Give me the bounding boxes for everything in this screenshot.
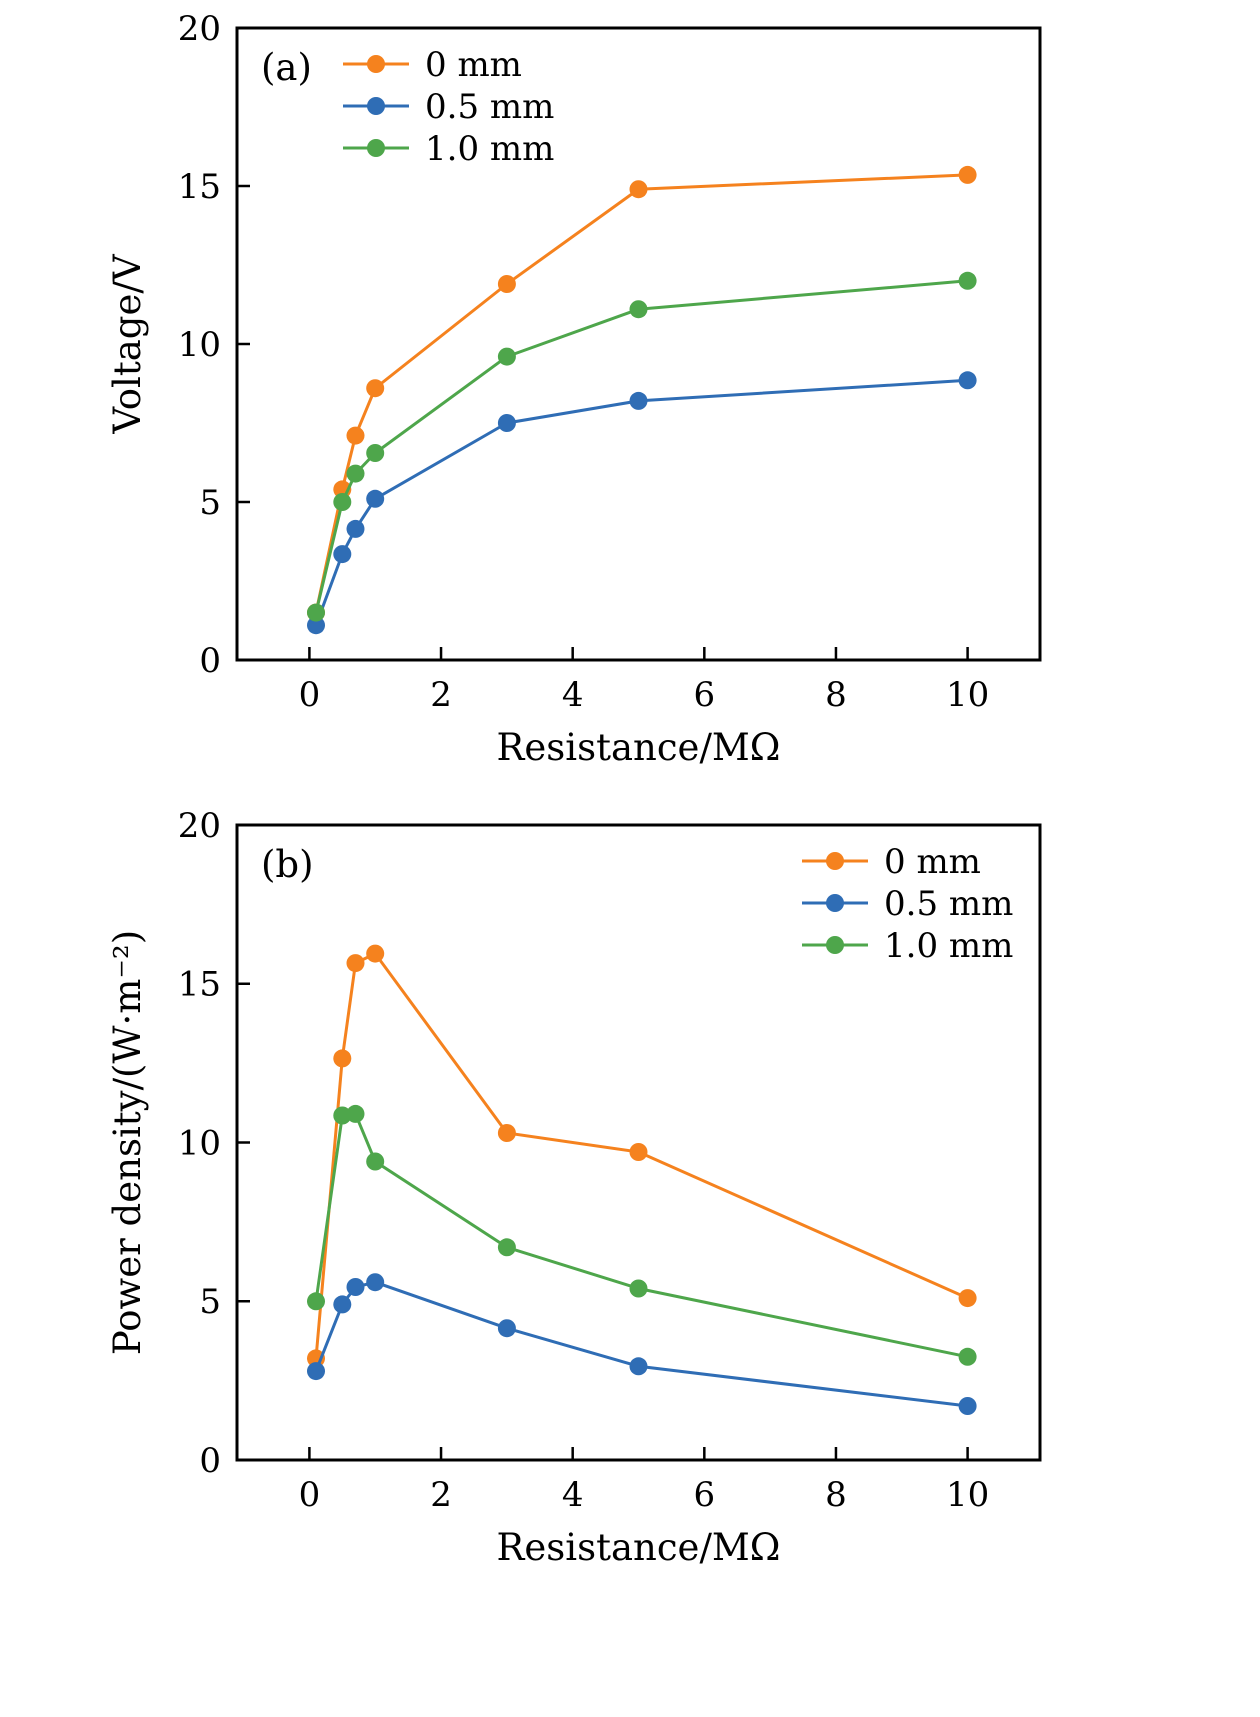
y-tick-label: 5: [199, 483, 221, 523]
x-tick-label: 4: [562, 675, 584, 715]
data-point-0-mm: [497, 1124, 516, 1142]
data-point-1-0-mm: [307, 1292, 325, 1311]
data-point-0-mm: [958, 165, 977, 184]
chart-panel-a: 0 2 4 6 8 10 0 5 10 15 20 Resistance/MΩ Voltage/V (a)…: [0, 0, 1260, 800]
data-point-1-0-mm: [333, 1106, 352, 1125]
data-point-0-mm: [366, 379, 385, 398]
data-point-0-mm: [346, 954, 365, 973]
legend-marker-1-0-mm: [826, 936, 844, 954]
y-tick-label: 0: [199, 1441, 221, 1481]
x-tick-label: 6: [693, 675, 715, 715]
legend-label-1-0-mm: 1.0 mm: [884, 926, 1013, 966]
data-point-0-5-mm: [629, 391, 648, 410]
x-tick-label: 2: [430, 1475, 452, 1515]
x-tick-label: 2: [430, 675, 452, 715]
y-axis-label: Voltage/V: [106, 253, 149, 434]
panel-label: (b): [261, 843, 314, 886]
legend-label-0-mm: 0 mm: [884, 842, 981, 882]
data-point-1-0-mm: [346, 1104, 365, 1123]
legend-marker-0-5-mm: [826, 894, 844, 912]
data-point-1-0-mm: [629, 1279, 648, 1298]
y-tick-label: 15: [178, 167, 221, 207]
data-point-1-0-mm: [346, 464, 365, 483]
data-point-0-5-mm: [958, 1397, 977, 1415]
x-tick-label: 4: [562, 1475, 584, 1515]
data-point-0-5-mm: [307, 616, 325, 635]
data-point-0-5-mm: [346, 519, 365, 538]
legend-marker-1-0-mm: [367, 139, 385, 157]
data-point-0-mm: [333, 1049, 352, 1068]
data-point-1-0-mm: [307, 603, 325, 622]
data-point-1-0-mm: [366, 444, 385, 462]
data-point-0-5-mm: [497, 1319, 516, 1338]
data-point-0-5-mm: [307, 1362, 325, 1381]
x-tick-label: 0: [299, 1475, 321, 1515]
y-axis-label: Power density/(W·m⁻²): [106, 930, 149, 1355]
y-tick-label: 10: [178, 1123, 221, 1163]
x-tick-label: 6: [693, 1475, 715, 1515]
y-tick-label: 15: [178, 965, 221, 1005]
data-point-0-5-mm: [333, 545, 352, 564]
y-tick-label: 0: [199, 641, 221, 681]
x-tick-label: 0: [299, 675, 321, 715]
data-point-0-mm: [366, 944, 385, 963]
data-point-1-0-mm: [958, 1347, 977, 1366]
legend-marker-0-mm: [367, 55, 385, 73]
data-point-0-mm: [629, 180, 648, 199]
series-line-0-5-mm: [314, 1280, 970, 1408]
legend-label-0-5-mm: 0.5 mm: [425, 87, 554, 127]
x-tick-label: 10: [946, 1475, 989, 1515]
data-point-1-0-mm: [497, 347, 516, 366]
x-axis-label: Resistance/MΩ: [497, 1526, 781, 1569]
series-line-1-0-mm: [314, 279, 970, 615]
y-tick-label: 10: [178, 325, 221, 365]
x-tick-label: 8: [825, 1475, 847, 1515]
data-point-0-5-mm: [333, 1295, 352, 1314]
x-axis-label: Resistance/MΩ: [497, 726, 781, 769]
data-point-1-0-mm: [629, 300, 648, 319]
panel-label: (a): [261, 46, 312, 89]
legend-marker-0-5-mm: [367, 97, 385, 115]
data-point-0-5-mm: [629, 1357, 648, 1376]
y-tick-label: 20: [178, 806, 221, 846]
data-point-0-5-mm: [497, 414, 516, 432]
data-point-0-mm: [346, 426, 365, 445]
data-point-0-5-mm: [366, 1273, 385, 1292]
data-point-1-0-mm: [497, 1238, 516, 1257]
chart-b-svg: 0 2 4 6 8 10 0 5 10 15 20 Resistance/MΩ Power densit…: [106, 806, 1042, 1569]
legend-label-0-5-mm: 0.5 mm: [884, 884, 1013, 924]
x-tick-label: 10: [946, 675, 989, 715]
chart-panel-b: 0 2 4 6 8 10 0 5 10 15 20 Resistance/MΩ Power densit…: [0, 800, 1260, 1717]
data-point-0-mm: [629, 1143, 648, 1161]
data-point-0-5-mm: [366, 489, 385, 508]
data-point-0-5-mm: [346, 1278, 365, 1296]
data-point-1-0-mm: [366, 1152, 385, 1171]
data-point-0-mm: [497, 275, 516, 293]
data-point-1-0-mm: [958, 271, 977, 290]
legend-label-0-mm: 0 mm: [425, 45, 522, 85]
legend-label-1-0-mm: 1.0 mm: [425, 129, 554, 169]
chart-a-svg: 0 2 4 6 8 10 0 5 10 15 20 Resistance/MΩ Voltage/V (a)…: [106, 9, 1042, 769]
x-tick-label: 8: [825, 675, 847, 715]
legend-marker-0-mm: [826, 852, 844, 870]
series-line-0-5-mm: [314, 378, 970, 627]
y-tick-label: 20: [178, 9, 221, 49]
y-tick-label: 5: [199, 1282, 221, 1322]
data-point-0-5-mm: [958, 371, 977, 390]
data-point-1-0-mm: [333, 493, 352, 511]
data-point-0-mm: [958, 1289, 977, 1308]
plot-border: [235, 26, 1042, 662]
